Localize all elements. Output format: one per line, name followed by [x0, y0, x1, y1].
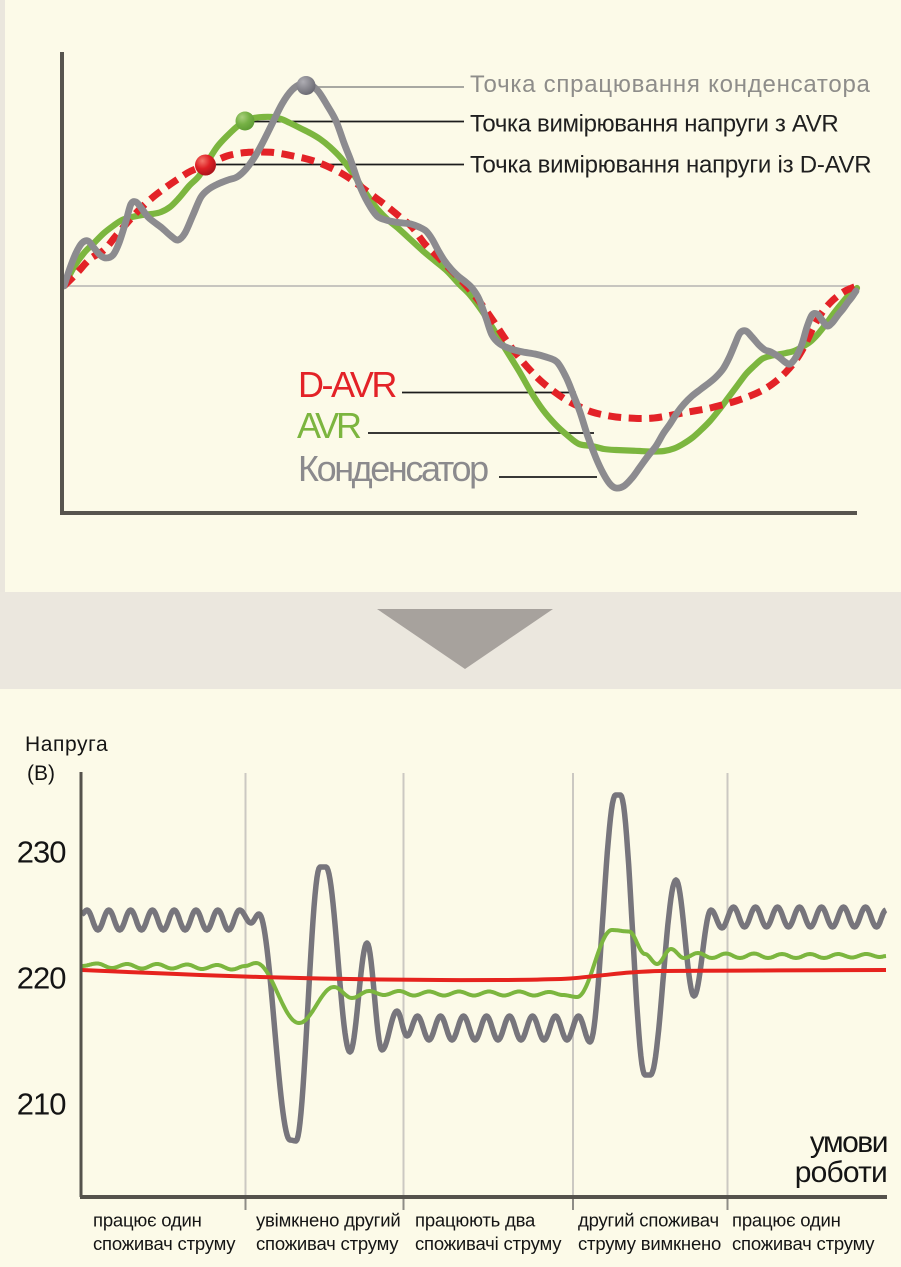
svg-text:Напруга: Напруга: [25, 733, 108, 756]
svg-text:працює один: працює один: [93, 1210, 202, 1231]
svg-text:D-AVR: D-AVR: [298, 364, 396, 405]
svg-text:працює один: працює один: [732, 1210, 841, 1231]
svg-text:(В): (В): [27, 762, 55, 785]
svg-text:струму вимкнено: струму вимкнено: [578, 1233, 721, 1254]
svg-text:Точка вимірювання напруги з AV: Точка вимірювання напруги з AVR: [470, 111, 838, 138]
svg-text:працюють два: працюють два: [415, 1210, 536, 1231]
svg-text:другий споживач: другий споживач: [578, 1210, 719, 1231]
svg-text:Точка вимірювання напруги із D: Точка вимірювання напруги із D-AVR: [470, 152, 871, 179]
svg-text:Точка спрацювання конденсатора: Точка спрацювання конденсатора: [470, 71, 871, 98]
svg-text:210: 210: [17, 1087, 66, 1122]
svg-text:споживач струму: споживач струму: [93, 1233, 236, 1254]
svg-text:споживачі струму: споживачі струму: [415, 1233, 562, 1254]
svg-text:умови: умови: [810, 1126, 887, 1159]
svg-text:AVR: AVR: [297, 405, 361, 446]
svg-text:споживач струму: споживач струму: [732, 1233, 875, 1254]
svg-text:230: 230: [17, 835, 66, 870]
svg-text:220: 220: [17, 961, 66, 996]
svg-text:Конденсатор: Конденсатор: [298, 448, 488, 489]
svg-text:увімкнено другий: увімкнено другий: [256, 1210, 401, 1231]
svg-text:роботи: роботи: [795, 1156, 887, 1189]
svg-text:споживач струму: споживач струму: [256, 1233, 399, 1254]
